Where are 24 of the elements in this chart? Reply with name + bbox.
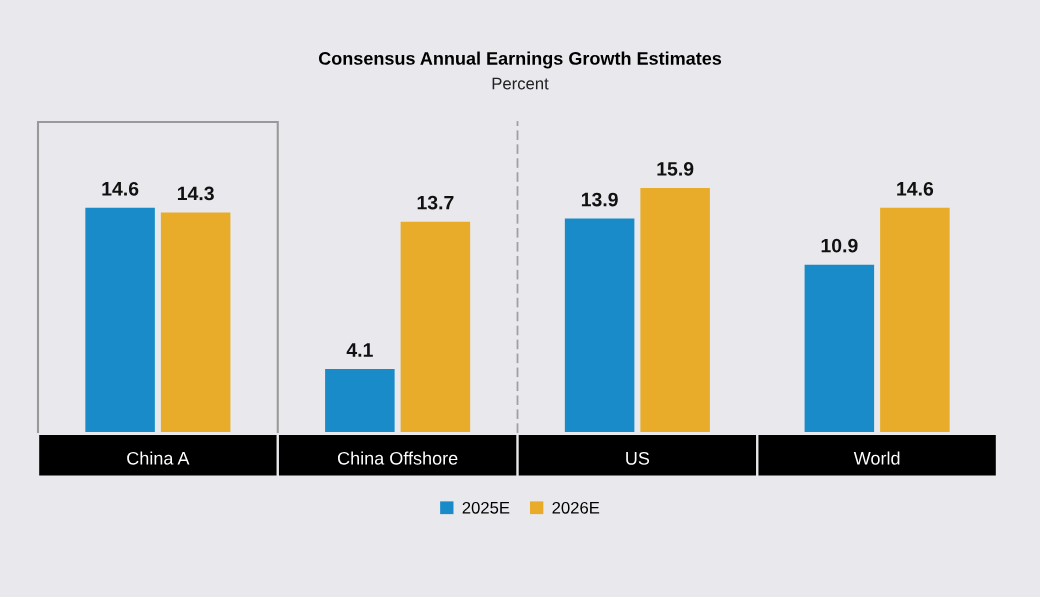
data-label: 4.1	[346, 343, 373, 357]
data-label: 13.9	[581, 192, 618, 207]
bar	[640, 187, 710, 432]
legend-label: 2026E	[552, 501, 600, 514]
data-label: 15.9	[657, 161, 694, 176]
bar	[880, 207, 950, 432]
bar	[804, 264, 875, 432]
legend-label: 2025E	[462, 501, 510, 514]
data-label: 14.3	[177, 186, 214, 201]
x-tick-label: World	[853, 451, 900, 465]
x-tick-label: China Offshore	[337, 451, 458, 465]
x-tick-label: China A	[127, 451, 190, 465]
bar	[85, 207, 155, 432]
bar	[564, 218, 635, 432]
chart-title: Consensus Annual Earnings Growth Estimates	[318, 51, 722, 69]
data-label: 10.9	[821, 238, 858, 253]
bar	[400, 221, 471, 432]
chart-subtitle: Percent	[492, 77, 549, 90]
bar	[160, 212, 231, 432]
data-label: 13.7	[417, 195, 454, 210]
data-label: 14.6	[102, 181, 139, 196]
x-tick-label: US	[626, 451, 650, 465]
data-label: 14.6	[897, 181, 934, 196]
bar	[325, 369, 395, 432]
